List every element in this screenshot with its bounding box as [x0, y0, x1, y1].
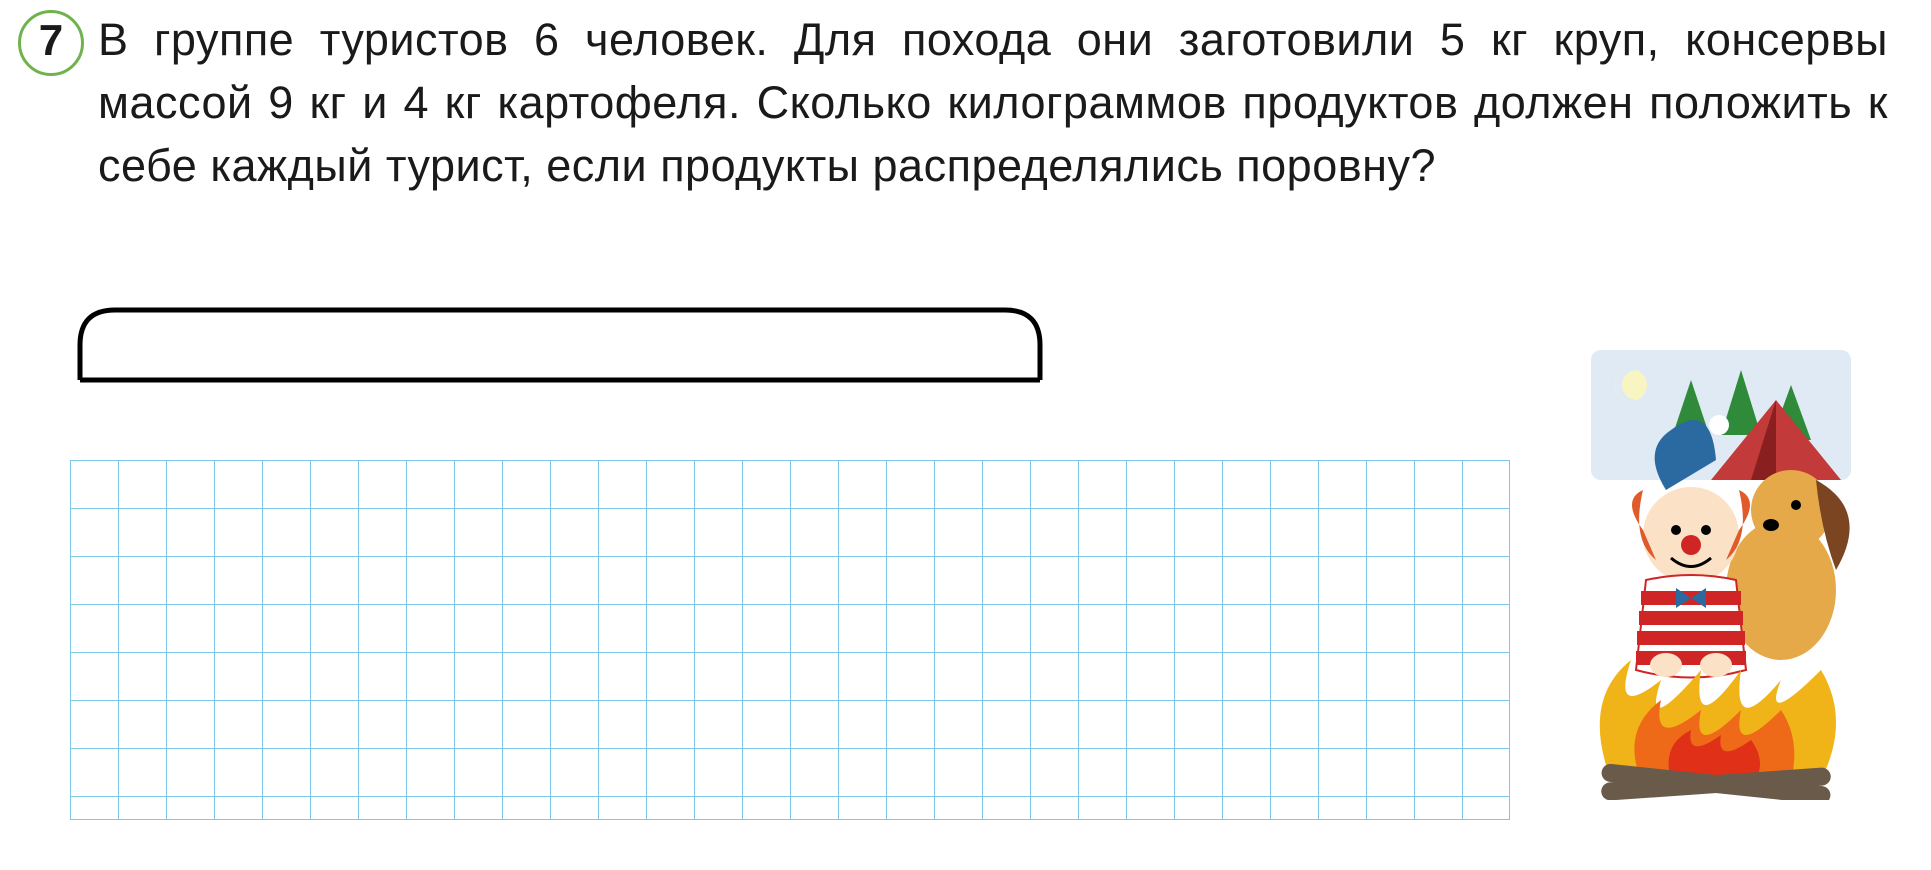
clown-eye-left [1671, 525, 1681, 535]
clown-nose [1681, 535, 1701, 555]
clown-hat-pom [1709, 415, 1729, 435]
clown-hand-right [1700, 653, 1732, 677]
dog-eye [1791, 500, 1801, 510]
worksheet-page: 7 В группе туристов 6 человек. Для поход… [0, 0, 1931, 870]
clown-hand-left [1650, 653, 1682, 677]
problem-number-badge: 7 [18, 10, 84, 76]
clown-eye-right [1701, 525, 1711, 535]
dog-nose [1763, 519, 1779, 531]
answer-grid[interactable] [70, 460, 1510, 820]
schema-bracket [60, 290, 1060, 400]
problem-text: В группе туристов 6 человек. Для похода … [98, 8, 1888, 197]
bracket-path [80, 310, 1040, 380]
clown-campfire-illustration [1571, 340, 1871, 800]
